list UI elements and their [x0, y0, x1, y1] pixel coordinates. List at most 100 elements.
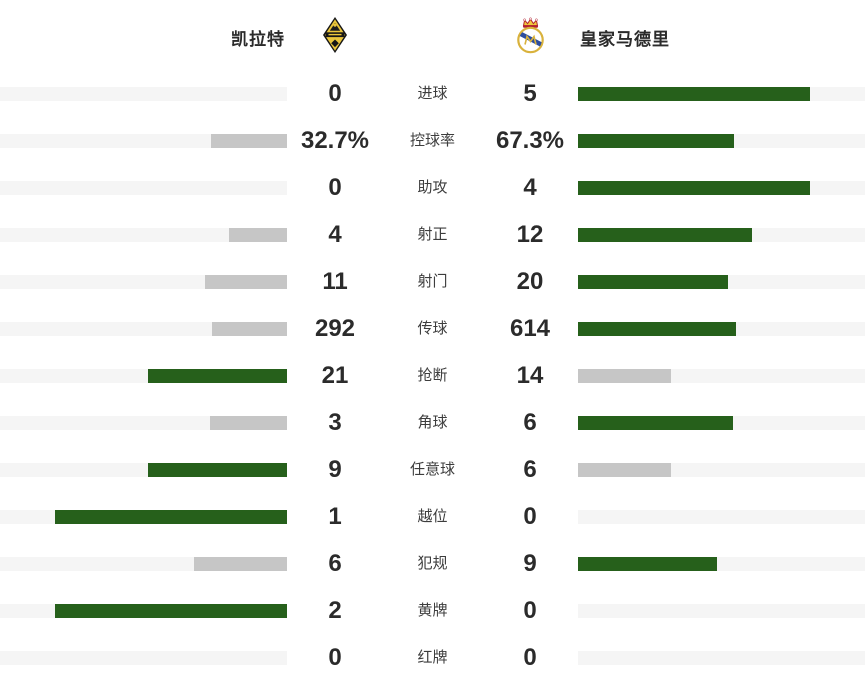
- stat-label: 黄牌: [417, 602, 448, 619]
- home-bar: [147, 368, 287, 383]
- stat-row: 0 进球 5: [0, 70, 865, 117]
- stat-label: 助攻: [417, 179, 448, 196]
- stat-label: 角球: [417, 414, 448, 431]
- home-bar: [147, 462, 287, 477]
- home-bar: [210, 133, 287, 148]
- home-value: 3: [328, 408, 342, 436]
- home-bar-track: [0, 603, 287, 618]
- away-bar-track: [578, 462, 865, 477]
- away-bar-track: [578, 509, 865, 524]
- home-bar-track: [0, 86, 287, 101]
- stat-row: 1 越位 0: [0, 493, 865, 540]
- away-bar-track: [578, 180, 865, 195]
- away-bar-track: [578, 321, 865, 336]
- away-value: 0: [523, 502, 537, 530]
- stat-row: 292 传球 614: [0, 305, 865, 352]
- stat-label: 任意球: [409, 461, 455, 478]
- away-bar-track: [578, 415, 865, 430]
- stats-header: 凯拉特: [0, 0, 865, 70]
- home-value: 9: [328, 455, 342, 483]
- home-bar-track: [0, 368, 287, 383]
- home-team-badge-cell: [287, 17, 383, 58]
- away-bar: [578, 133, 735, 148]
- home-bar: [209, 415, 287, 430]
- home-value: 21: [321, 361, 349, 389]
- home-value: 1: [328, 502, 342, 530]
- away-bar: [578, 274, 728, 289]
- home-bar: [212, 321, 287, 336]
- away-bar-track: [578, 227, 865, 242]
- home-bar: [228, 227, 287, 242]
- home-bar: [204, 274, 287, 289]
- stat-label: 射门: [417, 273, 448, 290]
- kairat-badge-icon: [323, 17, 347, 58]
- away-bar: [578, 180, 811, 195]
- home-value: 292: [314, 314, 356, 342]
- home-team-name: 凯拉特: [231, 30, 285, 49]
- home-bar-track: [0, 180, 287, 195]
- away-value: 20: [516, 267, 544, 295]
- home-value: 2: [328, 596, 342, 624]
- stat-row: 11 射门 20: [0, 258, 865, 305]
- away-value: 614: [509, 314, 551, 342]
- away-bar: [578, 556, 718, 571]
- stat-label: 控球率: [409, 132, 455, 149]
- away-value: 5: [523, 79, 537, 107]
- away-value: 67.3%: [495, 126, 565, 154]
- home-value: 0: [328, 173, 342, 201]
- stat-label: 犯规: [417, 555, 448, 572]
- away-value: 14: [516, 361, 544, 389]
- home-bar-track: [0, 509, 287, 524]
- stat-row: 6 犯规 9: [0, 540, 865, 587]
- away-bar: [578, 368, 671, 383]
- away-value: 0: [523, 643, 537, 671]
- stat-label: 越位: [417, 508, 448, 525]
- away-bar: [578, 321, 736, 336]
- stat-row: 32.7% 控球率 67.3%: [0, 117, 865, 164]
- home-bar-track: [0, 650, 287, 665]
- home-bar-track: [0, 556, 287, 571]
- home-value: 0: [328, 79, 342, 107]
- away-bar: [578, 227, 753, 242]
- stat-row: 9 任意球 6: [0, 446, 865, 493]
- home-bar-track: [0, 415, 287, 430]
- away-value: 12: [516, 220, 544, 248]
- real-madrid-badge-icon: [516, 17, 544, 59]
- away-team-name: 皇家马德里: [580, 30, 670, 49]
- away-bar-track: [578, 603, 865, 618]
- away-bar-track: [578, 274, 865, 289]
- stat-row: 0 红牌 0: [0, 634, 865, 681]
- stat-label: 进球: [417, 85, 448, 102]
- away-bar: [578, 462, 671, 477]
- stats-rows: 0 进球 5 32.7% 控球率 67.3% 0 助攻 4 4 射正: [0, 70, 865, 681]
- stat-label: 射正: [417, 226, 448, 243]
- home-value: 4: [328, 220, 342, 248]
- home-bar-track: [0, 227, 287, 242]
- home-bar-track: [0, 133, 287, 148]
- away-bar: [578, 86, 811, 101]
- home-bar: [54, 509, 287, 524]
- stat-label: 红牌: [417, 649, 448, 666]
- away-bar-track: [578, 556, 865, 571]
- home-value: 11: [322, 267, 348, 295]
- home-value: 0: [328, 643, 342, 671]
- stat-label: 抢断: [417, 367, 448, 384]
- home-bar: [54, 603, 287, 618]
- stat-row: 3 角球 6: [0, 399, 865, 446]
- away-value: 9: [523, 549, 537, 577]
- home-team-name-cell: 凯拉特: [0, 25, 287, 50]
- match-stats-widget: 凯拉特: [0, 0, 865, 681]
- stat-label: 传球: [417, 320, 448, 337]
- stat-row: 0 助攻 4: [0, 164, 865, 211]
- home-value: 6: [328, 549, 342, 577]
- home-bar-track: [0, 274, 287, 289]
- home-bar-track: [0, 462, 287, 477]
- home-bar: [194, 556, 287, 571]
- away-value: 4: [523, 173, 537, 201]
- away-bar-track: [578, 650, 865, 665]
- away-bar: [578, 415, 733, 430]
- away-team-name-cell: 皇家马德里: [578, 25, 865, 50]
- home-value: 32.7%: [300, 126, 370, 154]
- away-value: 6: [523, 408, 537, 436]
- away-bar-track: [578, 368, 865, 383]
